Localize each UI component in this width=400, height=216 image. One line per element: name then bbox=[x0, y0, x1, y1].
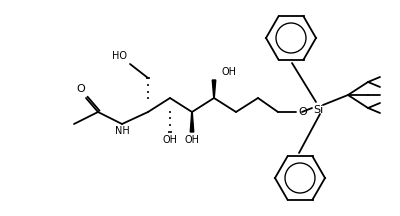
Text: OH: OH bbox=[184, 135, 200, 145]
Text: O: O bbox=[298, 107, 307, 117]
Text: OH: OH bbox=[222, 67, 237, 77]
Text: Si: Si bbox=[313, 105, 323, 115]
Polygon shape bbox=[190, 112, 194, 132]
Text: O: O bbox=[77, 84, 85, 94]
Text: OH: OH bbox=[162, 135, 178, 145]
Text: NH: NH bbox=[115, 126, 129, 136]
Polygon shape bbox=[212, 80, 216, 98]
Text: HO: HO bbox=[112, 51, 127, 61]
